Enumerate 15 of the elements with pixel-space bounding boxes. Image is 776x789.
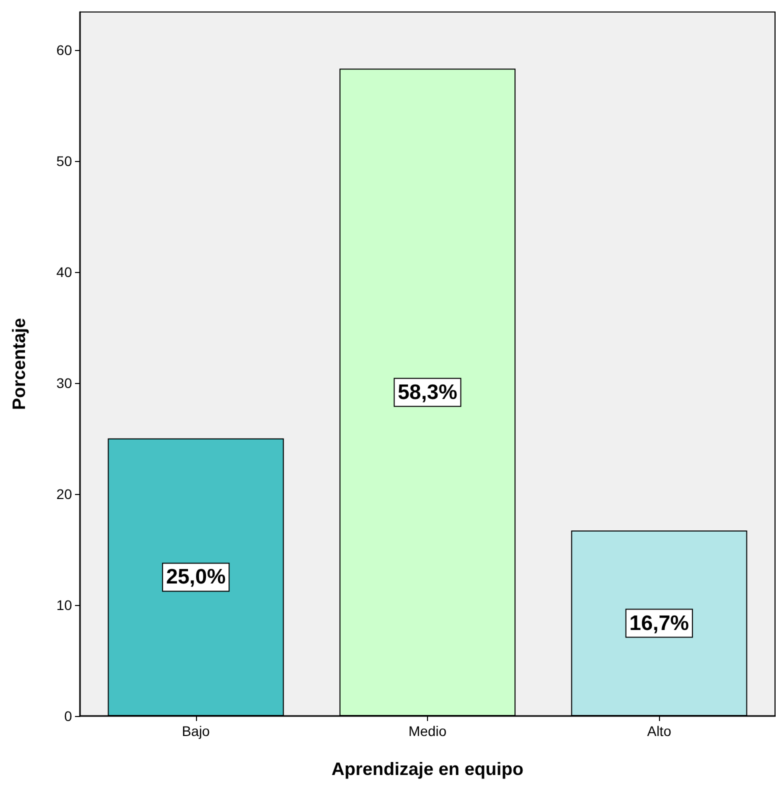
y-tick-label: 10 [56, 596, 72, 613]
y-tick-label: 20 [56, 486, 72, 502]
data-label: 25,0% [166, 566, 226, 589]
data-label: 58,3% [398, 380, 458, 404]
data-label: 16,7% [629, 612, 690, 635]
x-axis-title: Aprendizaje en equipo [331, 759, 524, 779]
x-tick-label: Medio [408, 723, 447, 739]
y-axis-title: Porcentaje [9, 318, 29, 410]
y-tick-label: 50 [56, 152, 72, 169]
y-tick-label: 40 [56, 264, 72, 280]
y-tick-label: 60 [56, 42, 72, 58]
y-tick-label: 0 [64, 708, 72, 724]
x-tick-label: Bajo [182, 723, 210, 739]
y-tick-label: 30 [56, 374, 72, 391]
x-tick-label: Alto [647, 723, 672, 739]
